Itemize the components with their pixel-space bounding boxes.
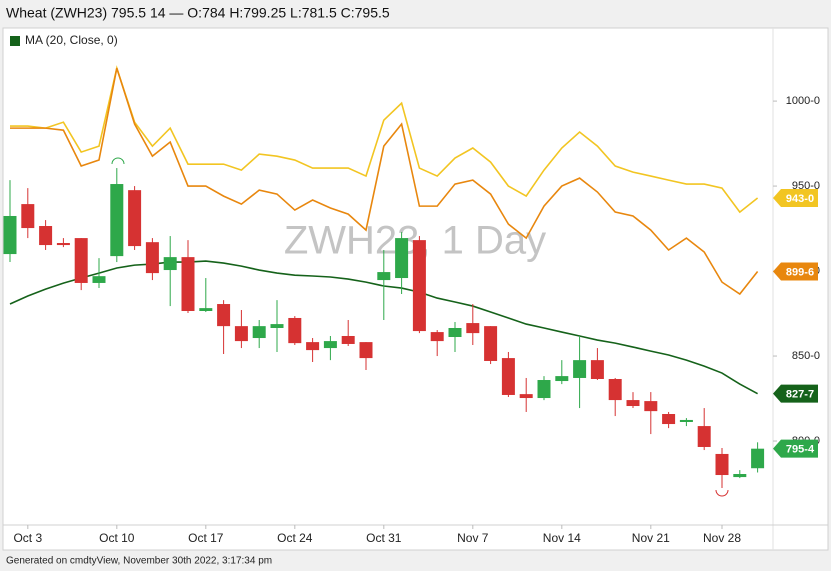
candle-body xyxy=(751,448,765,469)
candle-body xyxy=(145,242,159,274)
x-tick-label: Nov 28 xyxy=(703,531,741,545)
x-tick-label: Oct 3 xyxy=(13,531,42,545)
legend-label: MA (20, Close, 0) xyxy=(25,33,118,47)
candle-body xyxy=(501,358,515,395)
y-tick-label: 1000-0 xyxy=(786,95,820,107)
price-tag-label: 943-0 xyxy=(786,193,814,205)
candle-body xyxy=(662,414,676,425)
footer: Generated on cmdtyView, November 30th 20… xyxy=(6,556,272,567)
candle-body xyxy=(395,238,409,279)
candle-body xyxy=(163,257,177,271)
candle-body xyxy=(128,190,142,247)
x-tick-label: Oct 17 xyxy=(188,531,224,545)
header-title: Wheat (ZWH23) 795.5 14 — O:784 H:799.25 … xyxy=(6,5,390,21)
y-tick-label: 850-0 xyxy=(792,350,820,362)
candle-body xyxy=(74,238,88,283)
candle-body xyxy=(448,328,462,338)
candle-body xyxy=(412,240,426,332)
candle-body xyxy=(590,360,604,379)
candle-body xyxy=(537,380,551,399)
candle-body xyxy=(217,304,231,327)
candle-body xyxy=(484,326,498,361)
price-tag-label: 899-6 xyxy=(786,266,814,278)
candle-body xyxy=(519,394,533,399)
candle-body xyxy=(323,341,337,349)
candle-body xyxy=(3,215,17,255)
price-tag xyxy=(773,384,818,403)
candle-body xyxy=(608,378,622,401)
candle-body xyxy=(288,317,302,344)
candle-body xyxy=(573,360,587,378)
candle-body xyxy=(466,323,480,334)
candle-body xyxy=(626,400,640,407)
x-tick-label: Oct 24 xyxy=(277,531,313,545)
price-tag-label: 795-4 xyxy=(786,444,815,456)
candle-body xyxy=(92,276,106,283)
price-tag xyxy=(773,262,818,281)
x-tick-label: Nov 7 xyxy=(457,531,489,545)
candle-body xyxy=(341,335,355,344)
candle-body xyxy=(555,376,569,382)
candle-body xyxy=(306,342,320,351)
x-tick-label: Nov 14 xyxy=(543,531,581,545)
candle-body xyxy=(199,308,213,312)
high-marker xyxy=(111,157,125,165)
price-tag xyxy=(773,188,818,207)
x-tick-label: Oct 31 xyxy=(366,531,402,545)
candle-body xyxy=(252,326,266,339)
candle-body xyxy=(679,419,693,422)
candle-body xyxy=(110,184,124,257)
legend-swatch xyxy=(10,36,20,46)
candle-body xyxy=(715,453,729,476)
candle-body xyxy=(733,474,747,478)
candle-body xyxy=(430,332,444,342)
x-tick-label: Nov 21 xyxy=(632,531,670,545)
line-series xyxy=(10,67,759,296)
candle-body xyxy=(270,324,284,329)
candle-body xyxy=(377,272,391,281)
candle-body xyxy=(644,401,658,412)
candle-body xyxy=(181,257,195,312)
candle-body xyxy=(697,426,711,447)
candle-body xyxy=(56,243,70,246)
x-tick-label: Oct 10 xyxy=(99,531,135,545)
candle-body xyxy=(21,204,35,229)
candle-body xyxy=(39,226,53,246)
price-tag xyxy=(773,439,818,458)
candle-body xyxy=(234,326,248,342)
price-tag-label: 827-7 xyxy=(786,389,814,401)
candle-body xyxy=(359,342,373,359)
low-marker xyxy=(715,489,729,497)
